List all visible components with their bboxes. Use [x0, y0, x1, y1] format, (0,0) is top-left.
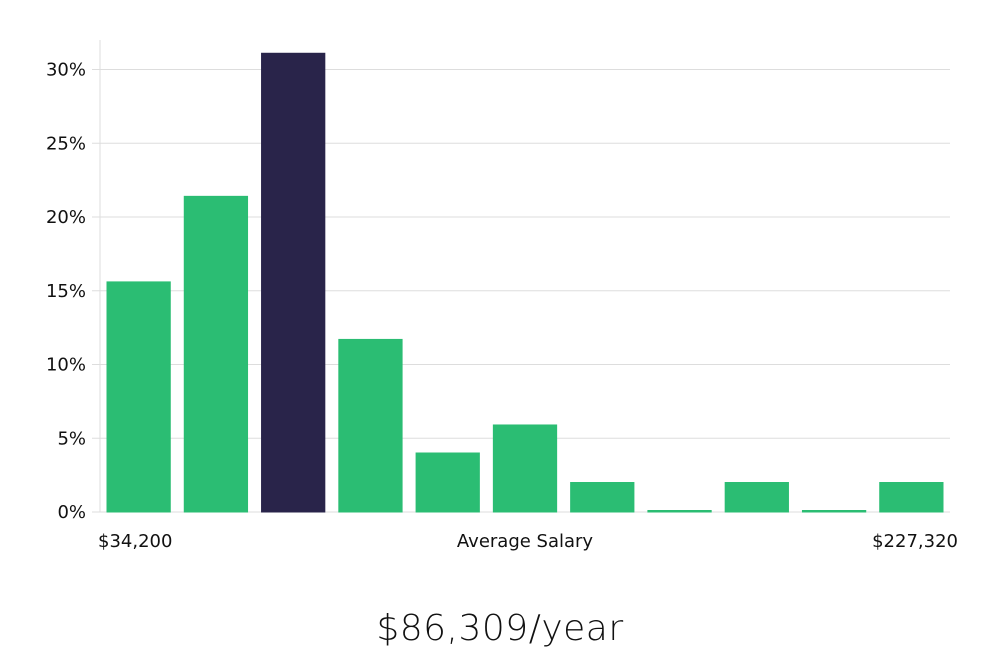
bar — [647, 510, 712, 513]
bar — [338, 338, 403, 513]
average-salary-value: $86,309/year — [376, 608, 624, 649]
y-tick-label: 15% — [46, 281, 86, 302]
y-tick-label: 5% — [57, 428, 86, 449]
y-tick-label: 30% — [46, 60, 86, 81]
x-axis-label: Average Salary — [457, 531, 594, 552]
bar — [183, 195, 249, 513]
y-tick-label: 20% — [46, 207, 86, 228]
bar — [801, 510, 867, 513]
bar — [724, 482, 789, 513]
bar — [570, 482, 635, 513]
y-tick-label: 10% — [46, 355, 86, 376]
bar — [106, 281, 171, 513]
y-tick-label: 0% — [57, 502, 86, 523]
bar — [492, 424, 558, 513]
x-min-label: $34,200 — [98, 531, 172, 552]
bars — [106, 52, 944, 513]
y-tick-labels: 0% 5% 10% 15% 20% 25% 30% — [46, 60, 100, 523]
bar — [879, 482, 944, 513]
salary-histogram: 0% 5% 10% 15% 20% 25% 30% $34,200 Average Sala… — [46, 40, 958, 552]
bar-highlighted — [261, 52, 326, 513]
y-tick-label: 25% — [46, 133, 86, 154]
bar — [415, 452, 480, 513]
x-max-label: $227,320 — [872, 531, 958, 552]
